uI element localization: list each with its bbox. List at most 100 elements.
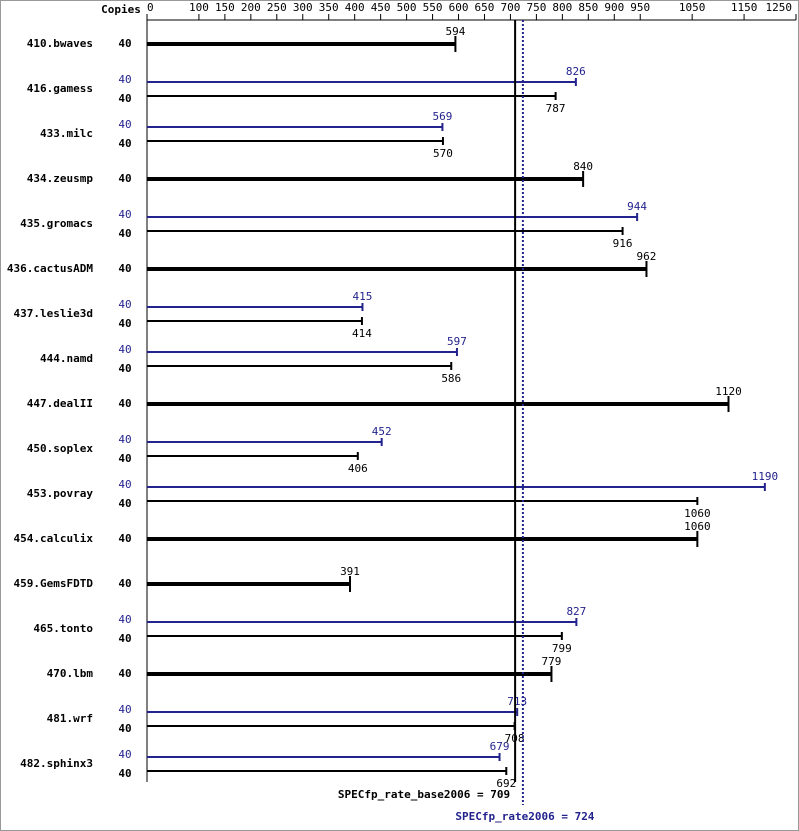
copies-label: 40: [118, 92, 131, 105]
value-label: 779: [542, 655, 562, 668]
bar: [147, 351, 457, 353]
x-tick-label: 950: [630, 1, 650, 14]
bar: [147, 140, 443, 142]
category-label: 465.tonto: [33, 622, 93, 635]
reference-label: SPECfp_rate_base2006 = 709: [338, 788, 510, 801]
value-label: 944: [627, 200, 647, 213]
category-label: 447.dealII: [27, 397, 93, 410]
value-label: 826: [566, 65, 586, 78]
bar: [147, 306, 363, 308]
bar: [147, 770, 507, 772]
bar: [147, 455, 358, 457]
value-label: 415: [353, 290, 373, 303]
x-tick-label: 750: [526, 1, 546, 14]
bar: [147, 216, 638, 218]
category-label: 434.zeusmp: [27, 172, 94, 185]
x-tick-label: 300: [293, 1, 313, 14]
category-label: 433.milc: [40, 127, 93, 140]
value-label: 827: [566, 605, 586, 618]
category-label: 410.bwaves: [27, 37, 93, 50]
copies-label: 40: [118, 632, 131, 645]
bar: [147, 402, 729, 406]
bar: [147, 756, 500, 758]
x-tick-label: 100: [189, 1, 209, 14]
bar: [147, 267, 647, 271]
x-tick-label: 600: [449, 1, 469, 14]
x-tick-label: 800: [552, 1, 572, 14]
copies-label: 40: [118, 317, 131, 330]
copies-label: 40: [118, 667, 131, 680]
copies-label: 40: [118, 703, 131, 716]
category-label: 481.wrf: [47, 712, 93, 725]
bar: [147, 537, 698, 541]
copies-label: 40: [118, 397, 131, 410]
bar: [147, 672, 552, 676]
x-tick-label: 250: [267, 1, 287, 14]
copies-label: 40: [118, 227, 131, 240]
value-label: 406: [348, 462, 368, 475]
x-tick-label: 150: [215, 1, 235, 14]
bar: [147, 177, 584, 181]
copies-label: 40: [118, 37, 131, 50]
copies-label: 40: [118, 722, 131, 735]
bar: [147, 126, 443, 128]
value-label: 391: [340, 565, 360, 578]
bar: [147, 486, 765, 488]
x-tick-label: 550: [423, 1, 443, 14]
category-label: 435.gromacs: [20, 217, 93, 230]
copies-label: 40: [118, 262, 131, 275]
copies-label: 40: [118, 73, 131, 86]
value-label: 586: [441, 372, 461, 385]
bar: [147, 582, 351, 586]
bar: [147, 621, 577, 623]
value-label: 916: [613, 237, 633, 250]
value-label: 597: [447, 335, 467, 348]
category-label: 444.namd: [40, 352, 93, 365]
value-label: 787: [546, 102, 566, 115]
category-label: 416.gamess: [27, 82, 93, 95]
copies-label: 40: [118, 208, 131, 221]
copies-label: 40: [118, 362, 131, 375]
copies-label: 40: [118, 577, 131, 590]
value-label: 1060: [684, 507, 711, 520]
reference-label: SPECfp_rate2006 = 724: [455, 810, 594, 823]
x-tick-label: 400: [345, 1, 365, 14]
value-label: 1060: [684, 520, 711, 533]
value-label: 713: [507, 695, 527, 708]
bar: [147, 320, 362, 322]
x-tick-label: 1150: [731, 1, 758, 14]
value-label: 414: [352, 327, 372, 340]
x-tick-label: 700: [501, 1, 521, 14]
bar: [147, 500, 698, 502]
category-label: 470.lbm: [47, 667, 94, 680]
bar: [147, 230, 623, 232]
x-tick-label: 1250: [766, 1, 793, 14]
x-tick-label: 900: [604, 1, 624, 14]
value-label: 594: [445, 25, 465, 38]
bar: [147, 95, 556, 97]
value-label: 799: [552, 642, 572, 655]
copies-label: 40: [118, 497, 131, 510]
category-label: 482.sphinx3: [20, 757, 93, 770]
copies-label: 40: [118, 748, 131, 761]
copies-header: Copies: [101, 3, 141, 16]
bar: [147, 635, 562, 637]
x-tick-label: 850: [578, 1, 598, 14]
value-label: 452: [372, 425, 392, 438]
copies-label: 40: [118, 613, 131, 626]
x-tick-label: 350: [319, 1, 339, 14]
x-tick-label: 1050: [679, 1, 706, 14]
bar: [147, 711, 518, 713]
category-label: 459.GemsFDTD: [14, 577, 94, 590]
value-label: 1120: [715, 385, 742, 398]
value-label: 570: [433, 147, 453, 160]
copies-label: 40: [118, 172, 131, 185]
copies-label: 40: [118, 137, 131, 150]
copies-label: 40: [118, 298, 131, 311]
copies-label: 40: [118, 118, 131, 131]
category-label: 436.cactusADM: [7, 262, 93, 275]
value-label: 840: [573, 160, 593, 173]
copies-label: 40: [118, 532, 131, 545]
